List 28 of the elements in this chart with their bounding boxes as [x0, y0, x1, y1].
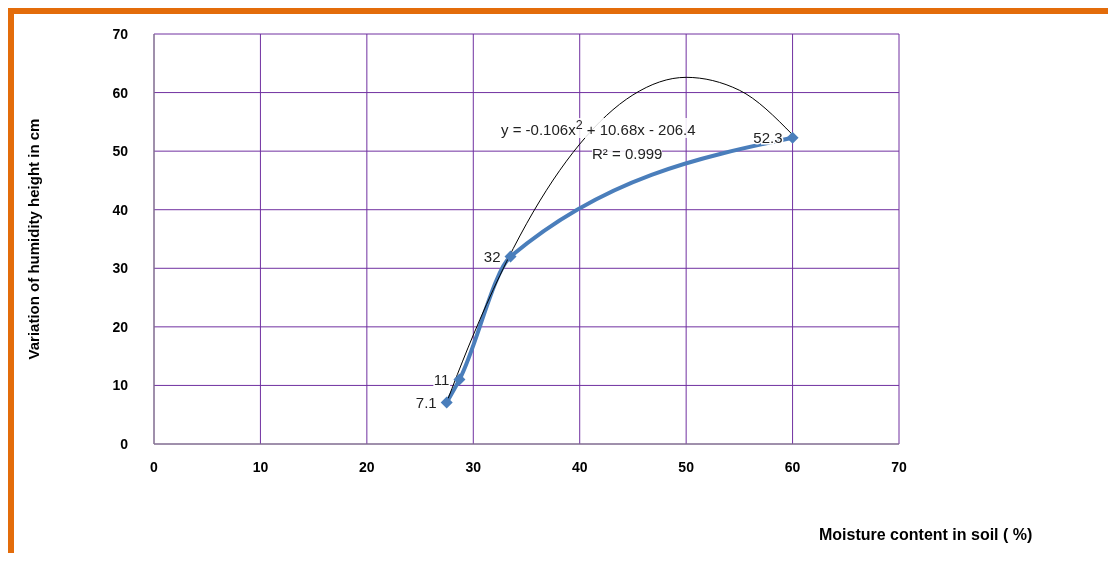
- y-tick-label: 10: [112, 377, 129, 394]
- point: [453, 373, 466, 386]
- x-axis-title: Moisture content in soil ( %): [819, 526, 1033, 544]
- x-tick-label: 0: [150, 458, 159, 475]
- point: [440, 396, 453, 409]
- data-label: 11: [433, 370, 450, 388]
- point: [504, 250, 517, 263]
- y-tick-label: 30: [112, 260, 129, 277]
- x-tick-label: 70: [891, 458, 907, 475]
- x-tick-label: 30: [465, 458, 482, 475]
- y-axis-title: Variation of humidity height in cm: [25, 118, 43, 360]
- x-tick-label: 40: [571, 458, 588, 475]
- annotation: y = -0.106x$^{2}$ + 10.68x - 206.4: [501, 118, 696, 138]
- x-tick-label: 60: [784, 458, 801, 475]
- x-tick-label: 10: [252, 458, 269, 475]
- data-label: 7.1: [415, 393, 437, 411]
- data-label: 52.3: [753, 129, 783, 146]
- annotation: R² = 0.999: [592, 145, 663, 162]
- y-tick-label: 60: [112, 84, 129, 101]
- data-label: 32: [483, 247, 501, 265]
- y-tick-label: 20: [112, 318, 129, 335]
- x-tick-label: 50: [678, 458, 695, 475]
- point: [786, 131, 799, 144]
- x-tick-label: 20: [359, 458, 375, 475]
- y-tick-label: 70: [112, 25, 129, 42]
- y-tick-label: 0: [120, 435, 129, 452]
- y-tick-label: 50: [112, 143, 129, 160]
- y-tick-label: 40: [112, 201, 129, 218]
